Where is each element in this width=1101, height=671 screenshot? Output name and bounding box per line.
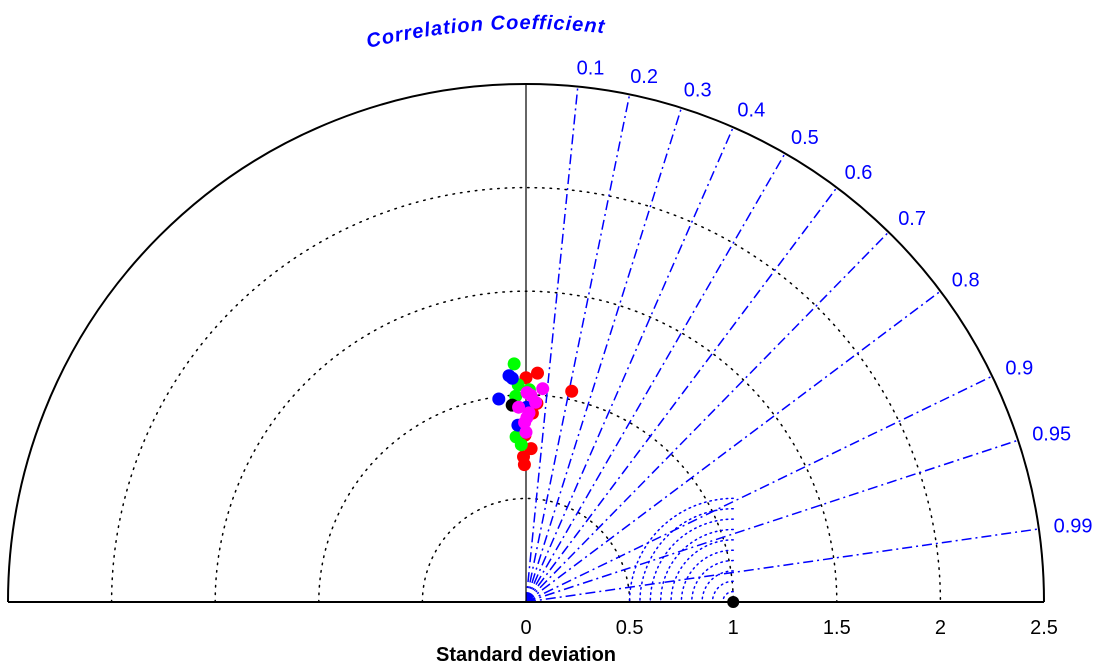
correlation-tick-label: 0.6 [845, 162, 873, 184]
correlation-line-9 [525, 439, 1019, 603]
rms-arc-2 [701, 570, 734, 603]
correlation-tick-label: 0.99 [1054, 515, 1093, 537]
correlation-tick-label: 0.2 [630, 66, 658, 88]
rms-arc-7 [649, 518, 734, 603]
std-tick-label: 0.5 [616, 617, 644, 639]
correlation-tick-label: 0.95 [1032, 424, 1071, 446]
rms-arc-3 [691, 559, 734, 603]
std-tick-labels: 0 0.5 1 1.5 2 2.5 [520, 617, 1057, 639]
data-point [520, 411, 534, 425]
rms-arc-8 [639, 508, 734, 603]
correlation-tick-label: 0.8 [952, 269, 980, 291]
data-point [536, 382, 550, 396]
correlation-line-0 [525, 86, 579, 603]
x-axis-title: Standard deviation [436, 644, 616, 666]
reference-point [727, 596, 740, 608]
data-point [502, 369, 516, 383]
correlation-line-8 [525, 375, 993, 603]
correlation-line-7 [525, 290, 941, 603]
correlation-line-5 [525, 187, 838, 603]
std-tick-label: 0 [520, 617, 531, 639]
data-points [492, 357, 579, 472]
correlation-line-4 [525, 153, 786, 603]
std-arc-3 [110, 186, 942, 603]
correlation-tick-label: 0.4 [737, 100, 765, 122]
std-tick-label: 2.5 [1030, 617, 1058, 639]
data-point [531, 366, 544, 380]
data-point [507, 357, 521, 371]
data-point [517, 458, 531, 472]
data-point [512, 400, 526, 414]
data-point [520, 386, 534, 400]
correlation-line-2 [525, 107, 683, 603]
data-point [492, 392, 506, 406]
correlation-tick-label: 0.1 [577, 58, 605, 80]
correlation-line-10 [525, 528, 1039, 603]
correlation-line-3 [525, 126, 734, 603]
correlation-tick-label: 0.7 [898, 208, 926, 230]
rms-arc-1 [711, 580, 734, 603]
data-point [529, 395, 543, 409]
correlation-tick-label: 0.3 [684, 80, 712, 102]
data-point [509, 430, 523, 444]
chart-title: Correlation Coefficient [364, 12, 607, 53]
diagram-frame [7, 83, 1045, 603]
data-point [565, 384, 579, 398]
correlation-tick-label: 0.5 [791, 127, 819, 149]
data-point [524, 442, 538, 456]
std-tick-label: 1 [728, 617, 739, 639]
correlation-lines [525, 86, 1039, 603]
rms-arc-9 [628, 497, 734, 603]
rms-arc-5 [670, 539, 734, 603]
correlation-line-1 [525, 94, 631, 603]
std-tick-label: 1.5 [823, 617, 851, 639]
std-tick-label: 2 [935, 617, 946, 639]
data-point [519, 425, 533, 439]
correlation-line-6 [525, 231, 890, 603]
correlation-tick-labels: 0.1 0.2 0.3 0.4 0.5 0.6 0.7 0.8 0.9 0.95 0.99 [577, 58, 1093, 538]
reference-point-marker [727, 596, 740, 608]
correlation-tick-label: 0.9 [1005, 357, 1033, 379]
chart-title-group: Correlation Coefficient [364, 12, 607, 53]
rms-arc-4 [680, 549, 734, 603]
